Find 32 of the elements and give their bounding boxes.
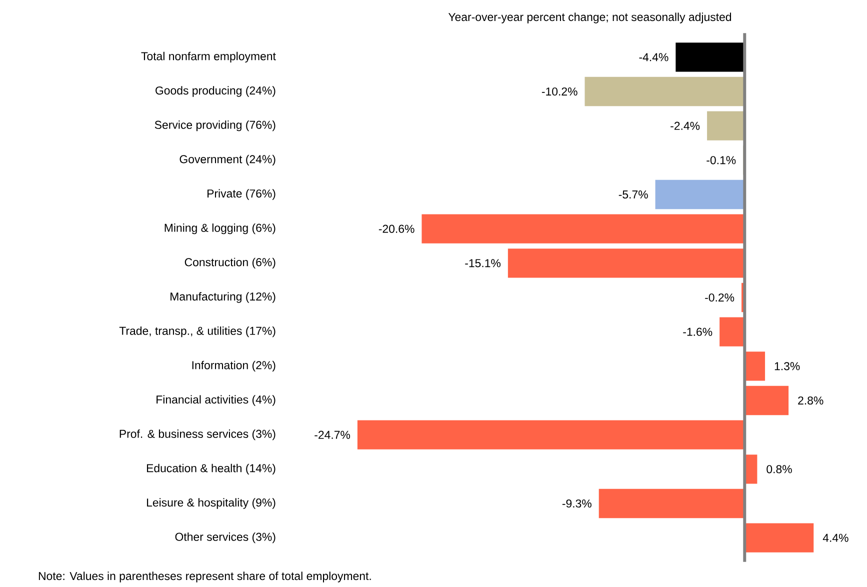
- y-tick-label: Service providing (76%): [154, 120, 276, 132]
- data-label: -1.6%: [683, 328, 712, 336]
- data-label: -15.1%: [465, 259, 501, 268]
- text: Note: Values in parentheses represent share of total employment.: [38, 572, 371, 582]
- y-tick-label: Information (2%): [192, 360, 276, 372]
- data-label: -5.7%: [618, 190, 648, 199]
- data-label: -9.3%: [562, 499, 592, 508]
- y-tick-label: Total nonfarm employment: [141, 52, 276, 63]
- data-label: -0.1%: [706, 156, 736, 164]
- y-tick-label: Manufacturing (12%): [170, 292, 276, 303]
- data-label: -0.2%: [705, 293, 734, 302]
- data-label: -4.4%: [639, 53, 668, 62]
- y-tick-label: Trade, transp., & utilities (17%): [119, 326, 276, 338]
- y-tick-label: Private (76%): [208, 189, 276, 200]
- y-tick-label: Construction (6%): [184, 258, 276, 269]
- chart-title: Year-over-year percent change; not seasonally adjusted: [448, 12, 732, 24]
- data-label: 2.8%: [798, 396, 824, 405]
- y-tick-label: Prof. & business services (3%): [120, 430, 276, 440]
- y-tick-label: Goods producing (24%): [156, 86, 276, 97]
- y-tick-label: Mining & logging (6%): [164, 224, 276, 234]
- data-label: 4.4%: [822, 534, 848, 542]
- data-label: -10.2%: [542, 87, 578, 96]
- y-tick-label: Leisure & hospitality (9%): [147, 498, 276, 509]
- y-tick-label: Other services (3%): [175, 532, 276, 544]
- data-label: -20.6%: [378, 224, 414, 233]
- y-tick-label: Government (24%): [180, 154, 276, 166]
- y-tick-label: Financial activities (4%): [156, 395, 276, 406]
- data-label: -2.4%: [670, 122, 700, 130]
- data-label: 0.8%: [766, 465, 792, 474]
- data-label: -24.7%: [314, 430, 350, 439]
- data-label: 1.3%: [774, 362, 800, 370]
- y-tick-label: Education & health (14%): [146, 464, 276, 475]
